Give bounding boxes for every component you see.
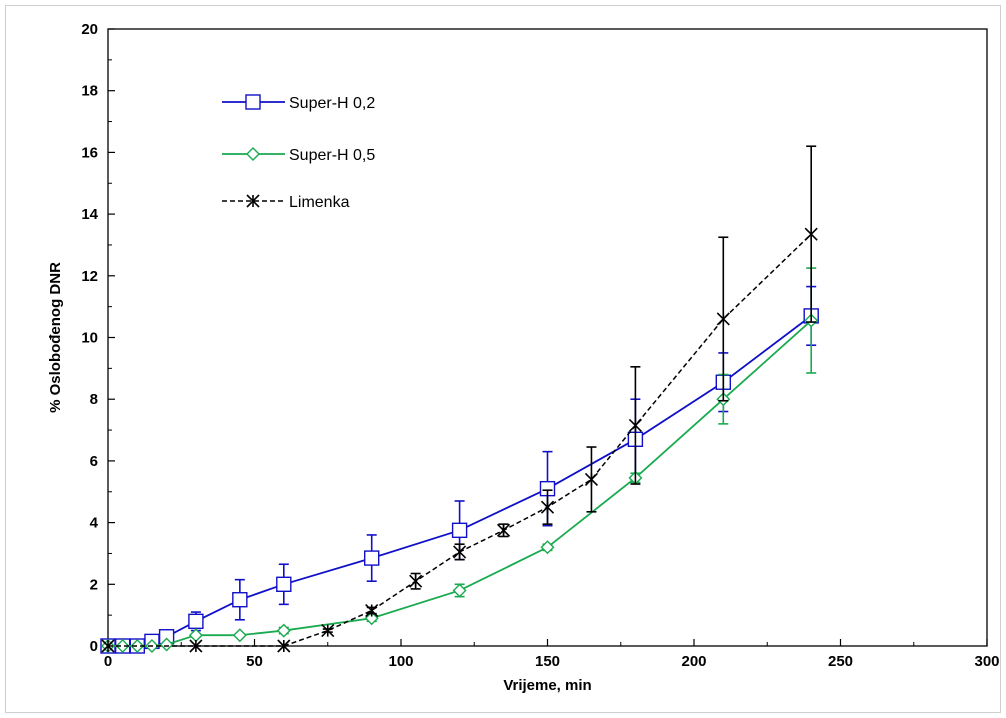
- data-point: [188, 613, 204, 630]
- data-point: [628, 418, 642, 432]
- x-tick-label: 100: [388, 653, 413, 670]
- data-point: [409, 574, 423, 588]
- legend-marker: [246, 194, 260, 208]
- legend-label: Limenka: [289, 194, 350, 211]
- data-point: [276, 576, 292, 592]
- data-point: [364, 611, 379, 626]
- y-tick-label: 16: [81, 144, 98, 161]
- y-tick-label: 14: [81, 206, 98, 223]
- data-point: [277, 639, 291, 653]
- series-1: [101, 267, 819, 653]
- data-point: [321, 624, 335, 638]
- data-point: [804, 227, 818, 241]
- series-2: [101, 145, 818, 653]
- data-point: [540, 540, 555, 555]
- y-tick-label: 20: [81, 21, 98, 38]
- x-tick-label: 250: [828, 653, 853, 670]
- legend-item: Super-H 0,5: [222, 147, 375, 164]
- data-point: [364, 550, 380, 566]
- legend-marker: [245, 94, 261, 110]
- y-axis-title: % Oslobođenog DNR: [47, 262, 64, 413]
- y-tick-label: 12: [81, 268, 98, 285]
- data-point: [365, 603, 379, 618]
- y-tick-label: 0: [90, 638, 98, 655]
- data-point: [101, 639, 115, 653]
- data-point: [452, 583, 467, 598]
- data-point: [451, 522, 468, 539]
- data-point: [453, 545, 467, 559]
- data-point: [540, 500, 555, 514]
- y-tick-label: 2: [90, 576, 98, 593]
- y-tick-label: 8: [90, 391, 98, 408]
- y-tick-label: 4: [90, 515, 99, 532]
- x-tick-label: 0: [104, 653, 112, 670]
- legend-label: Super-H 0,5: [289, 147, 375, 164]
- x-tick-label: 200: [681, 653, 706, 670]
- data-point: [130, 639, 145, 653]
- data-point: [716, 312, 730, 326]
- y-tick-label: 6: [90, 453, 98, 470]
- x-axis-title: Vrijeme, min: [503, 677, 591, 694]
- data-point: [115, 639, 130, 653]
- y-tick-label: 10: [81, 330, 98, 347]
- data-point: [584, 472, 599, 486]
- legend-item: Super-H 0,2: [222, 94, 375, 112]
- x-tick-label: 300: [974, 653, 999, 670]
- x-tick-label: 50: [246, 653, 263, 670]
- legend-item: Limenka: [222, 194, 350, 211]
- data-point: [232, 592, 248, 608]
- data-point: [159, 637, 174, 652]
- y-tick-label: 18: [81, 83, 98, 100]
- data-point: [232, 628, 247, 643]
- data-point: [276, 623, 291, 638]
- data-point: [189, 639, 203, 653]
- legend-marker: [246, 147, 260, 161]
- x-tick-label: 150: [535, 653, 560, 670]
- data-point: [496, 523, 511, 537]
- legend-label: Super-H 0,2: [289, 95, 375, 112]
